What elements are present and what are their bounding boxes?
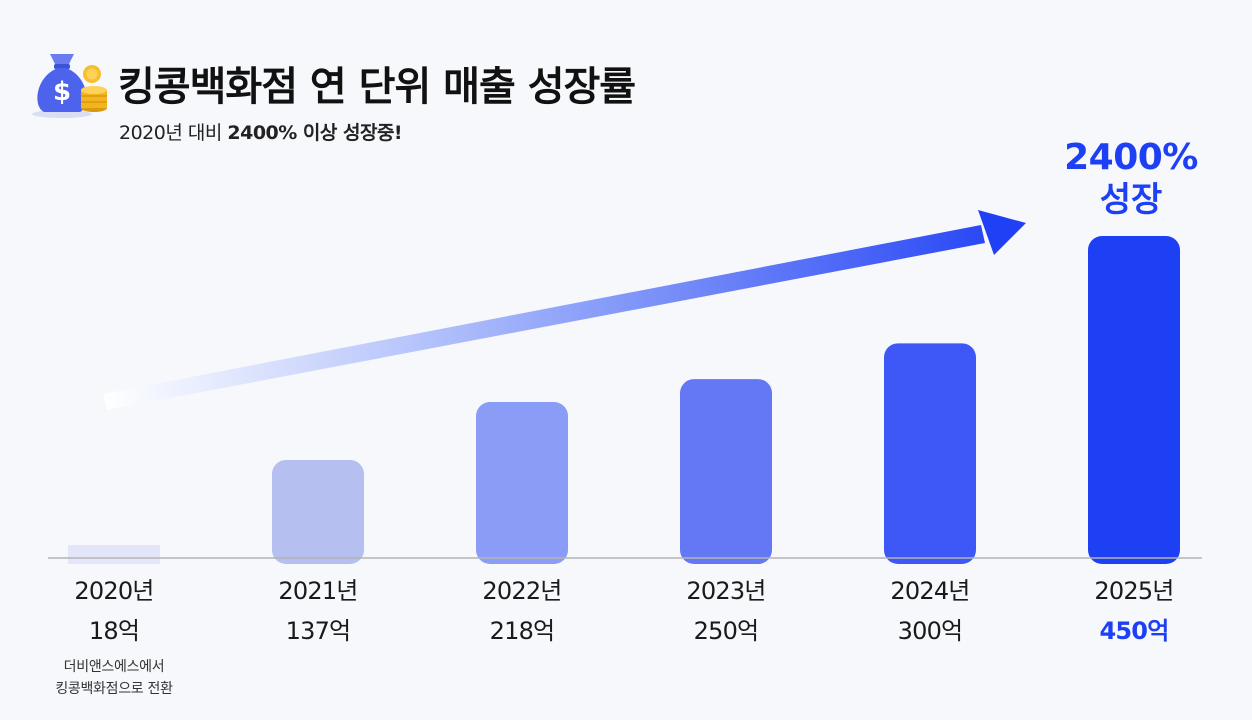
x-label-group: 2022년 218억 — [432, 576, 612, 646]
bar-value-label: 18억 — [88, 617, 140, 645]
x-tick-label: 2021년 — [278, 577, 358, 605]
bar-2021년 — [272, 459, 364, 564]
bar-value-label: 250억 — [693, 617, 760, 645]
growth-percent: 2400% — [1064, 137, 1198, 178]
subtitle-prefix: 2020년 대비 — [119, 122, 228, 144]
bar-2022년 — [476, 402, 568, 564]
x-label-group: 2025년 450억 — [1044, 576, 1224, 646]
bar-value-label: 450억 — [1099, 617, 1170, 645]
x-tick-label: 2023년 — [686, 577, 766, 605]
page-title: 킹콩백화점 연 단위 매출 성장률 — [118, 64, 636, 110]
bar-note: 더비앤스에스에서 킹콩백화점으로 전환 — [55, 659, 173, 697]
x-tick-label: 2020년 — [74, 577, 154, 605]
money-bag-icon: $ — [32, 54, 107, 118]
svg-text:$: $ — [53, 77, 71, 107]
x-tick-label: 2025년 — [1094, 577, 1174, 605]
bar-value-label: 218억 — [489, 617, 556, 645]
bar-value-label: 300억 — [897, 617, 964, 645]
x-tick-label: 2024년 — [890, 577, 970, 605]
bar-2023년 — [680, 379, 772, 564]
coin-stack-icon — [81, 65, 107, 112]
subtitle: 2020년 대비 2400% 이상 성장중! — [119, 118, 403, 145]
x-label-group: 2021년 137억 — [228, 576, 408, 646]
bar-2025년 — [1088, 236, 1180, 564]
bar-2024년 — [884, 343, 976, 564]
trend-arrow — [103, 210, 1026, 410]
x-label-group: 2023년 250억 — [636, 576, 816, 646]
bar-value-label: 137억 — [285, 617, 352, 645]
x-label-group: 2024년 300억 — [840, 576, 1020, 646]
growth-word: 성장 — [1099, 180, 1163, 220]
x-tick-label: 2022년 — [482, 577, 562, 605]
bar-2020년 — [68, 545, 160, 564]
subtitle-highlight: 2400% 이상 성장중! — [227, 122, 403, 144]
growth-callout: 2400% 성장 — [1040, 136, 1222, 220]
